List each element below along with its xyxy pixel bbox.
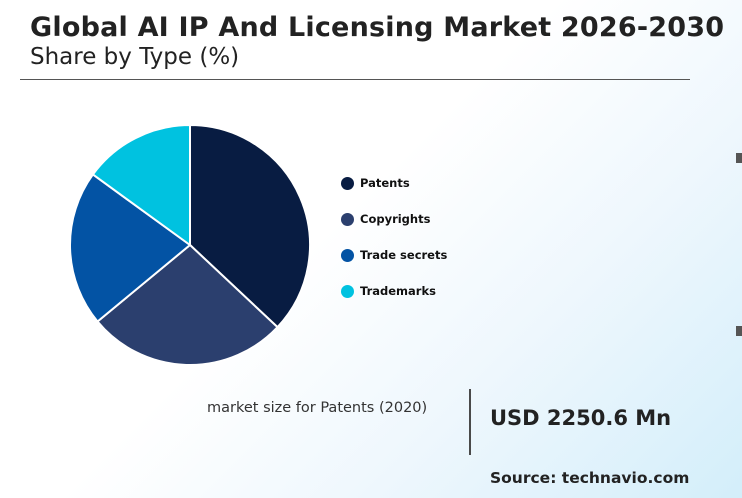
legend-item-patents: Patents <box>341 174 410 192</box>
legend-swatch-trade-secrets <box>341 248 354 262</box>
edge-marker <box>736 326 742 336</box>
market-size-value: USD 2250.6 Mn <box>490 406 672 430</box>
legend-item-trademarks: Trademarks <box>341 282 436 300</box>
legend-swatch-trademarks <box>341 284 354 298</box>
pie-slice-patents <box>189 124 311 329</box>
legend-label-copyrights: Copyrights <box>360 212 431 226</box>
edge-marker <box>736 153 742 163</box>
legend-item-trade-secrets: Trade secrets <box>341 246 447 264</box>
pie-slice-trademarks <box>91 124 191 246</box>
pie-slice-trade-secrets <box>69 173 191 323</box>
pie-slice-copyrights <box>96 244 279 366</box>
market-size-divider <box>469 389 471 455</box>
source-credit: Source: technavio.com <box>490 469 690 487</box>
legend-label-trade-secrets: Trade secrets <box>360 248 448 262</box>
market-size-label: market size for Patents (2020) <box>207 400 428 416</box>
legend-swatch-copyrights <box>341 212 354 226</box>
legend-swatch-patents <box>341 176 354 190</box>
header-divider <box>20 79 690 80</box>
chart-title: Global AI IP And Licensing Market 2026-2… <box>30 12 725 43</box>
legend-item-copyrights: Copyrights <box>341 210 430 228</box>
legend-label-trademarks: Trademarks <box>360 284 436 298</box>
pie-slices <box>69 124 311 366</box>
chart-subtitle: Share by Type (%) <box>30 44 240 70</box>
legend-label-patents: Patents <box>360 176 410 190</box>
